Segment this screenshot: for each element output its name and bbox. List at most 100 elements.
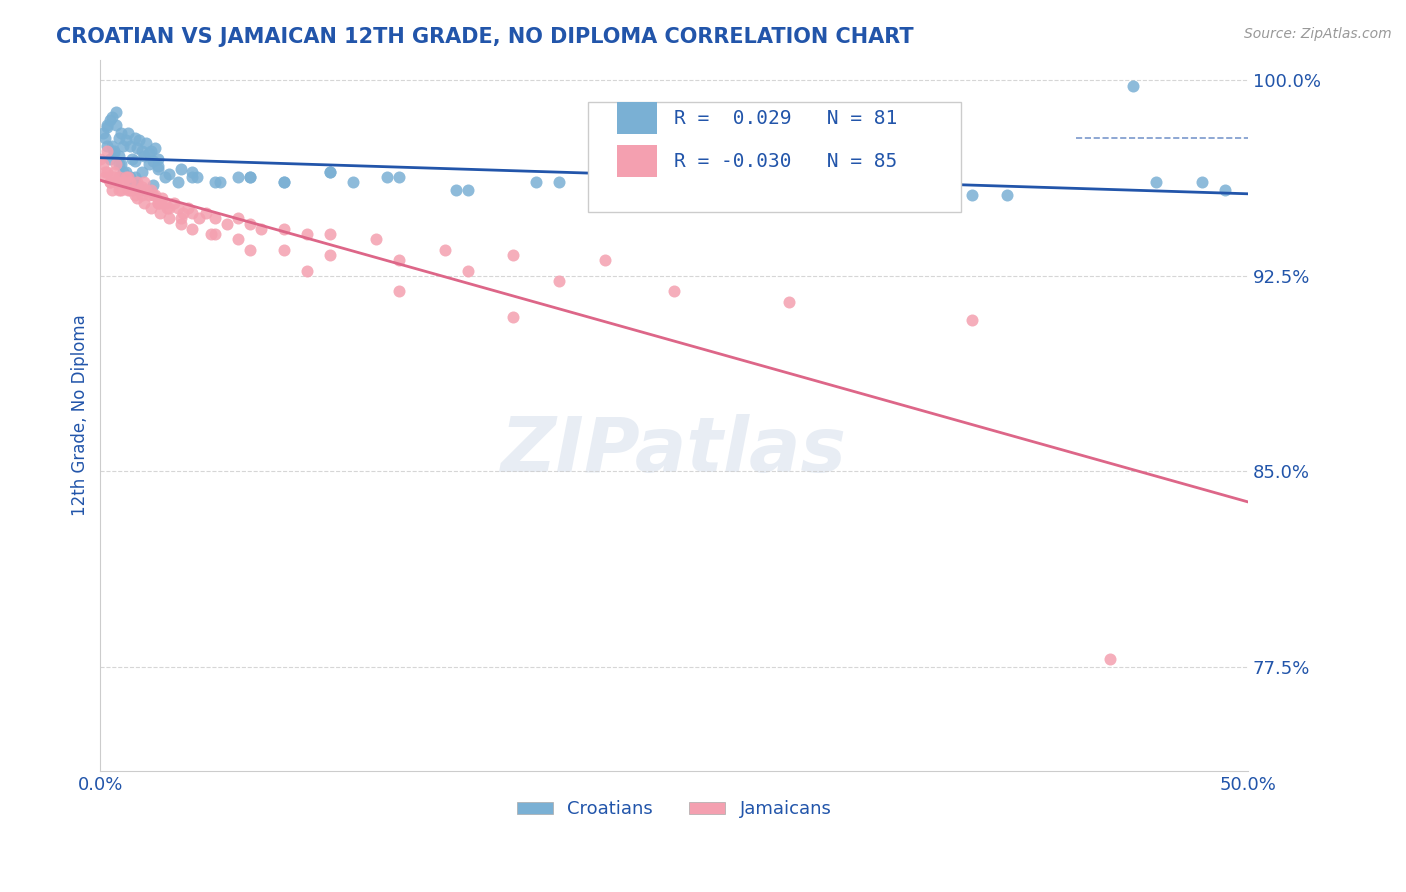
Point (502, 248, 524, 262)
Point (720, 191, 742, 205)
Point (273, 175, 295, 189)
Point (176, 201, 198, 215)
Point (142, 178, 165, 192)
Point (388, 285, 411, 299)
Point (146, 161, 169, 176)
Point (107, 169, 129, 184)
Point (103, 164, 125, 178)
Point (593, 253, 616, 268)
Point (186, 169, 208, 184)
Point (120, 138, 142, 153)
Point (1144, 175, 1167, 189)
Point (125, 191, 148, 205)
Point (96, 118, 118, 132)
Point (1122, 78, 1144, 93)
Point (273, 175, 295, 189)
Point (105, 175, 128, 189)
Point (120, 175, 142, 189)
Point (142, 188, 165, 202)
Point (110, 126, 132, 140)
Point (662, 180, 685, 194)
Point (181, 164, 204, 178)
Point (238, 169, 260, 184)
Point (778, 188, 800, 202)
Point (117, 126, 139, 140)
Point (181, 222, 204, 236)
Point (163, 195, 186, 210)
Point (433, 243, 456, 257)
Point (319, 248, 342, 262)
Point (94, 164, 117, 178)
Text: Source: ZipAtlas.com: Source: ZipAtlas.com (1244, 27, 1392, 41)
Bar (617, 103, 657, 135)
Point (91, 157, 114, 171)
Point (526, 175, 548, 189)
Point (98, 112, 121, 127)
Point (110, 157, 132, 171)
Point (131, 144, 153, 158)
Point (250, 222, 273, 236)
Point (181, 206, 204, 220)
Point (200, 227, 222, 241)
Text: CROATIAN VS JAMAICAN 12TH GRADE, NO DIPLOMA CORRELATION CHART: CROATIAN VS JAMAICAN 12TH GRADE, NO DIPL… (56, 27, 914, 46)
Point (273, 243, 295, 257)
Point (172, 206, 194, 220)
Point (98, 152, 121, 166)
Point (114, 169, 136, 184)
Point (142, 154, 165, 169)
Point (146, 195, 169, 210)
Point (125, 175, 148, 189)
Point (117, 169, 139, 184)
Point (204, 227, 226, 241)
Point (548, 175, 571, 189)
Point (157, 211, 180, 226)
Point (238, 169, 260, 184)
Point (124, 154, 146, 169)
Point (215, 217, 238, 231)
Point (208, 175, 231, 189)
Point (388, 169, 411, 184)
Point (112, 175, 135, 189)
Point (132, 195, 155, 210)
Point (96, 120, 118, 135)
Bar (617, 145, 657, 177)
Point (150, 191, 173, 205)
Point (107, 183, 129, 197)
Point (295, 263, 318, 277)
Y-axis label: 12th Grade, No Diploma: 12th Grade, No Diploma (72, 314, 89, 516)
Point (128, 133, 150, 147)
Point (153, 195, 176, 210)
Point (94, 169, 117, 184)
Point (128, 183, 150, 197)
Point (105, 104, 128, 119)
Point (132, 175, 155, 189)
Point (778, 294, 800, 309)
Point (319, 227, 342, 241)
Point (188, 211, 211, 226)
Point (132, 183, 155, 197)
Point (103, 146, 125, 161)
Point (167, 175, 190, 189)
Point (138, 146, 160, 161)
Point (962, 313, 984, 327)
Point (153, 169, 176, 184)
Point (548, 274, 571, 288)
Point (103, 144, 125, 158)
Point (388, 253, 411, 268)
Point (138, 188, 160, 202)
Point (96, 144, 118, 158)
Point (156, 201, 179, 215)
Point (89, 152, 111, 166)
Point (131, 180, 153, 194)
Point (457, 183, 479, 197)
Point (98, 175, 121, 189)
Point (121, 152, 143, 166)
Point (94, 130, 117, 145)
Point (146, 152, 169, 166)
Point (139, 144, 162, 158)
Point (107, 157, 129, 171)
Point (124, 188, 146, 202)
Point (273, 222, 295, 236)
Text: R = -0.030   N = 85: R = -0.030 N = 85 (673, 152, 897, 170)
Point (114, 133, 136, 147)
